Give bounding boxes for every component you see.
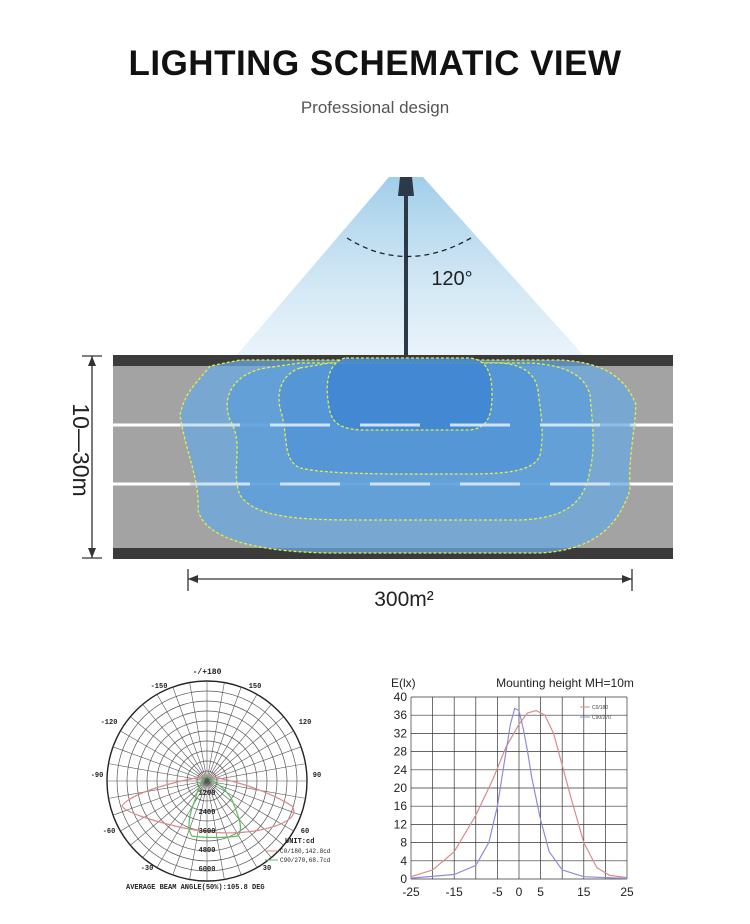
polar-spoke — [206, 780, 302, 816]
polar-spoke — [172, 686, 208, 782]
chart-y-tick-label: 36 — [394, 708, 408, 722]
chart-y-tick-label: 32 — [394, 726, 408, 740]
polar-spoke — [189, 682, 208, 782]
polar-curve-c90-270 — [188, 775, 242, 839]
polar-spoke — [156, 780, 208, 868]
polar-spoke — [206, 780, 258, 868]
width-arrow-top — [88, 356, 96, 366]
polar-radial-label: 1200 — [199, 790, 216, 798]
chart-x-tick-label: 25 — [620, 885, 634, 899]
polar-angle-label: 120 — [299, 719, 312, 727]
area-arrow-left — [188, 575, 198, 583]
area-arrow-right — [622, 575, 632, 583]
polar-spoke — [206, 780, 294, 832]
chart-x-tick-label: -25 — [402, 885, 420, 899]
polar-spoke — [108, 763, 208, 782]
polar-spoke — [108, 780, 208, 799]
polar-angle-label: -120 — [101, 719, 118, 727]
polar-top-label: -/+180 — [193, 668, 222, 677]
polar-spoke — [206, 682, 225, 782]
chart-y-tick-label: 20 — [394, 781, 408, 795]
chart-series-line-1 — [410, 707, 628, 880]
polar-spoke — [206, 780, 306, 799]
polar-spoke — [130, 716, 208, 782]
polar-spoke — [206, 780, 225, 880]
chart-y-tick-label: 40 — [394, 690, 408, 704]
polar-angle-label: 30 — [263, 865, 271, 873]
polar-spoke — [112, 780, 208, 816]
chart-y-tick-label: 24 — [394, 763, 408, 777]
polar-angle-label: -60 — [103, 828, 116, 836]
chart-x-tick-label: -15 — [446, 885, 464, 899]
chart-ylabel: E(lx) — [391, 676, 416, 690]
polar-spoke — [120, 730, 208, 782]
polar-angle-label: -30 — [141, 865, 154, 873]
chart-y-tick-label: 16 — [394, 799, 408, 813]
polar-spoke — [206, 763, 306, 782]
polar-spoke — [206, 704, 272, 782]
light-cone — [236, 177, 584, 356]
chart-y-tick-label: 0 — [400, 872, 407, 886]
polar-radial-label: 4800 — [199, 847, 216, 855]
polar-radial-label: 2400 — [199, 809, 216, 817]
chart-title: Mounting height MH=10m — [496, 676, 634, 690]
beam-angle-label: 120° — [431, 268, 472, 290]
chart-y-tick-label: 28 — [394, 745, 408, 759]
polar-radial-label: 3600 — [199, 828, 216, 836]
chart-series-line-0 — [410, 710, 628, 879]
page-title: LIGHTING SCHEMATIC VIEW — [128, 44, 622, 83]
polar-spoke — [206, 686, 242, 782]
polar-spoke — [142, 704, 208, 782]
polar-angle-label: -90 — [91, 772, 104, 780]
polar-unit-label: UNIT:cd — [285, 838, 314, 846]
chart-x-tick-label: 5 — [537, 885, 544, 899]
luminaire-head — [398, 177, 414, 196]
chart-x-tick-label: 15 — [577, 885, 591, 899]
polar-spoke — [206, 780, 242, 876]
polar-angle-label: -150 — [151, 683, 168, 691]
polar-radial-label: 6000 — [199, 866, 216, 874]
polar-spoke — [156, 694, 208, 782]
polar-spoke — [112, 746, 208, 782]
chart-legend: C0/180 C90/270 — [580, 705, 611, 721]
polar-grid — [106, 680, 308, 882]
polar-curve-c0-180 — [121, 775, 295, 834]
chart-grid — [410, 696, 628, 880]
polar-angle-label: 60 — [301, 828, 309, 836]
polar-spoke — [206, 730, 294, 782]
width-arrow-bottom — [88, 548, 96, 558]
page-subtitle: Professional design — [300, 98, 450, 117]
polar-legend-c90: C90/270,68.7cd — [280, 857, 331, 864]
road-width-label: 10—30m — [68, 403, 94, 496]
polar-spoke — [206, 694, 258, 782]
polar-angle-label: 90 — [313, 772, 321, 780]
area-label: 300m² — [374, 588, 434, 611]
chart-legend-label: C90/270 — [592, 715, 611, 721]
illumination-contour-core — [326, 357, 493, 431]
chart-x-tick-label: 0 — [516, 885, 523, 899]
beam-angle-arc — [346, 237, 472, 258]
polar-angle-label: 150 — [249, 683, 262, 691]
chart-y-tick-label: 8 — [400, 836, 407, 850]
chart-x-tick-label: -5 — [492, 885, 503, 899]
polar-spoke — [206, 780, 284, 846]
polar-spoke — [206, 716, 284, 782]
polar-spoke — [172, 780, 208, 876]
polar-spoke — [206, 746, 302, 782]
polar-legend-c0: C0/180,142.8cd — [280, 848, 331, 855]
polar-radial-labels: 1200 2400 3600 4800 6000 — [199, 790, 216, 874]
polar-angle-labels: -150 150 -120 120 -90 90 -60 60 -30 30 — [91, 683, 322, 873]
road-curb-bottom — [113, 548, 673, 559]
chart-series — [410, 707, 628, 880]
polar-spoke — [120, 780, 208, 832]
chart-legend-label: C0/180 — [592, 705, 608, 711]
chart-y-tick-label: 12 — [394, 817, 408, 831]
polar-footer: AVERAGE BEAM ANGLE(50%):105.8 DEG — [126, 884, 265, 892]
polar-spoke — [130, 780, 208, 846]
chart-y-tick-label: 4 — [400, 854, 407, 868]
